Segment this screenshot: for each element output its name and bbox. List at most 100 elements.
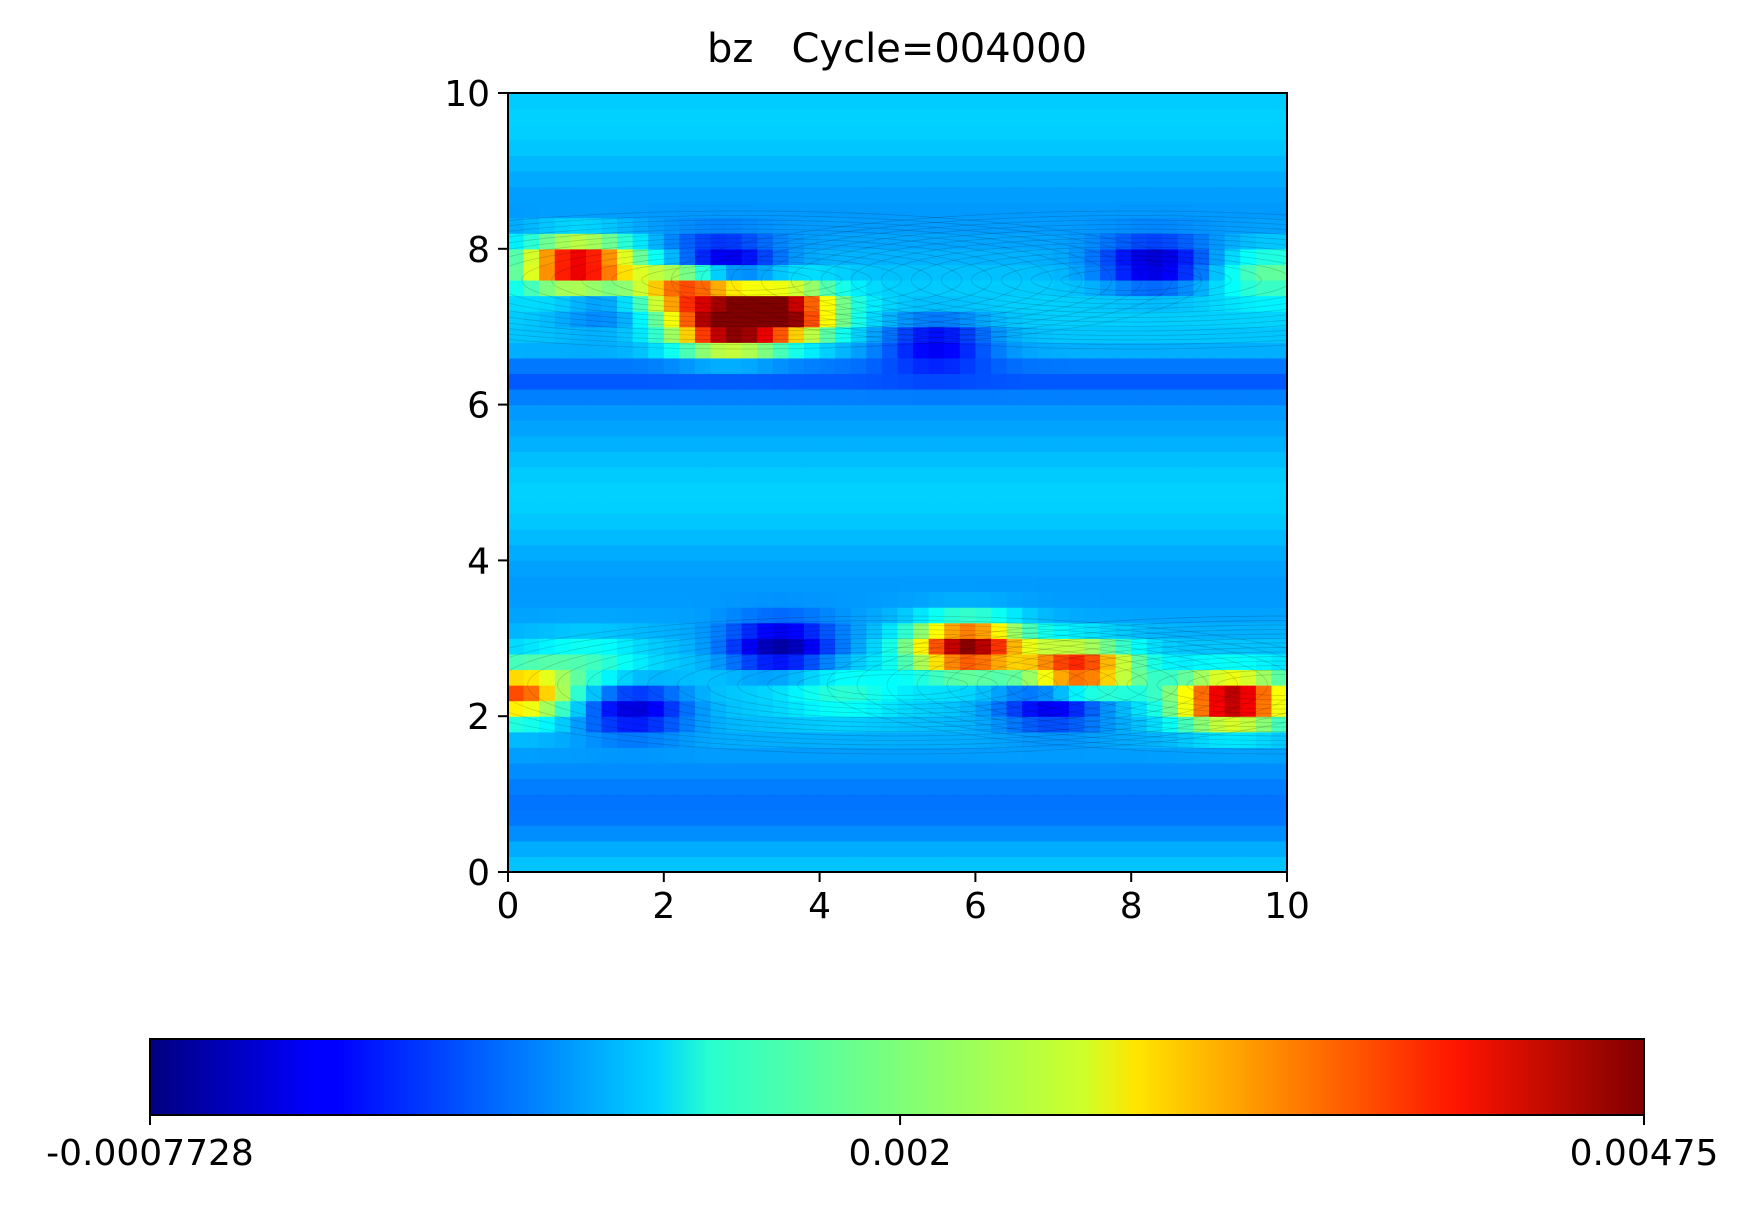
heatmap-cell bbox=[1146, 607, 1163, 624]
heatmap-cell bbox=[881, 108, 899, 125]
heatmap-cell bbox=[1255, 279, 1273, 297]
heatmap-cell bbox=[1240, 513, 1257, 530]
heatmap-cell bbox=[508, 124, 525, 141]
heatmap-cell bbox=[508, 482, 525, 499]
heatmap-cell bbox=[1022, 466, 1039, 484]
heatmap-cell bbox=[944, 326, 961, 343]
heatmap-cell bbox=[1224, 435, 1241, 452]
colorbar-ticks: -0.0007728 0.002 0.00475 bbox=[46, 1115, 1718, 1174]
heatmap-cell bbox=[928, 93, 945, 110]
heatmap-cell bbox=[1115, 451, 1132, 468]
heatmap-cell bbox=[804, 653, 821, 671]
heatmap-cell bbox=[726, 420, 743, 437]
heatmap-cell bbox=[1162, 155, 1179, 172]
heatmap-cell bbox=[959, 451, 976, 468]
heatmap-cell bbox=[1068, 435, 1086, 452]
heatmap-cell bbox=[757, 170, 774, 188]
heatmap-cell bbox=[866, 435, 883, 452]
heatmap-cell bbox=[617, 498, 634, 515]
heatmap-cell bbox=[835, 124, 852, 141]
heatmap-cell bbox=[1100, 747, 1117, 764]
heatmap-cell bbox=[1209, 731, 1226, 748]
heatmap-cell bbox=[601, 217, 618, 234]
heatmap-cell bbox=[1068, 295, 1086, 312]
heatmap-cell bbox=[913, 560, 930, 577]
heatmap-cell bbox=[1177, 669, 1195, 686]
heatmap-cell bbox=[944, 591, 961, 608]
heatmap-cell bbox=[554, 856, 571, 872]
heatmap-cell bbox=[772, 482, 790, 499]
heatmap-cell bbox=[990, 93, 1008, 110]
heatmap-cell bbox=[1131, 373, 1148, 390]
heatmap-cell bbox=[1209, 155, 1226, 172]
heatmap-cell bbox=[897, 357, 914, 375]
heatmap-cell bbox=[1162, 342, 1179, 359]
heatmap-cell bbox=[1162, 513, 1179, 530]
heatmap-cell bbox=[772, 638, 790, 655]
heatmap-cell bbox=[913, 653, 930, 671]
heatmap-cell bbox=[648, 326, 665, 343]
heatmap-cell bbox=[959, 342, 976, 359]
heatmap-cell bbox=[1224, 778, 1241, 795]
heatmap-cell bbox=[1068, 856, 1086, 872]
heatmap-cell bbox=[648, 716, 665, 733]
heatmap bbox=[508, 93, 1287, 872]
heatmap-cell bbox=[835, 93, 852, 110]
heatmap-cell bbox=[585, 279, 603, 297]
heatmap-cell bbox=[741, 435, 758, 452]
heatmap-cell bbox=[601, 233, 618, 250]
heatmap-cell bbox=[632, 482, 649, 499]
heatmap-cell bbox=[1022, 420, 1039, 437]
heatmap-cell bbox=[601, 202, 618, 219]
heatmap-cell bbox=[975, 731, 992, 748]
contour-line bbox=[508, 237, 1023, 323]
heatmap-cell bbox=[959, 544, 976, 561]
heatmap-cell bbox=[694, 747, 712, 764]
heatmap-cell bbox=[819, 170, 836, 188]
heatmap-cell bbox=[726, 607, 743, 624]
heatmap-cell bbox=[523, 482, 540, 499]
heatmap-cell bbox=[1022, 622, 1039, 639]
heatmap-cell bbox=[1255, 389, 1273, 406]
heatmap-cell bbox=[1146, 264, 1163, 281]
heatmap-cell bbox=[1068, 233, 1086, 250]
heatmap-cell bbox=[944, 342, 961, 359]
heatmap-cell bbox=[928, 108, 945, 125]
contour-line bbox=[508, 224, 1112, 336]
heatmap-cell bbox=[1037, 513, 1054, 530]
heatmap-cell bbox=[1162, 544, 1179, 561]
heatmap-cell bbox=[804, 638, 821, 655]
heatmap-cell bbox=[819, 279, 836, 297]
heatmap-cell bbox=[1162, 560, 1179, 577]
heatmap-cell bbox=[726, 700, 743, 717]
heatmap-cell bbox=[570, 466, 587, 484]
heatmap-cell bbox=[1115, 638, 1132, 655]
heatmap-cell bbox=[1006, 326, 1023, 343]
heatmap-cell bbox=[585, 124, 603, 141]
heatmap-cell bbox=[508, 716, 525, 733]
heatmap-cell bbox=[1037, 389, 1054, 406]
heatmap-cell bbox=[741, 155, 758, 172]
heatmap-cell bbox=[1209, 544, 1226, 561]
heatmap-cell bbox=[1006, 669, 1023, 686]
heatmap-cell bbox=[1068, 389, 1086, 406]
heatmap-cell bbox=[726, 529, 743, 546]
heatmap-cell bbox=[1224, 108, 1241, 125]
heatmap-cell bbox=[1131, 498, 1148, 515]
heatmap-cell bbox=[570, 731, 587, 748]
heatmap-cell bbox=[866, 794, 883, 811]
heatmap-cell bbox=[928, 778, 945, 795]
heatmap-cell bbox=[539, 357, 556, 375]
heatmap-cell bbox=[741, 653, 758, 671]
heatmap-cell bbox=[554, 186, 571, 203]
heatmap-cell bbox=[819, 435, 836, 452]
heatmap-cell bbox=[679, 264, 696, 281]
heatmap-cell bbox=[710, 451, 727, 468]
heatmap-cell bbox=[913, 373, 930, 390]
heatmap-cell bbox=[726, 404, 743, 421]
heatmap-cell bbox=[1131, 295, 1148, 312]
heatmap-cell bbox=[1131, 357, 1148, 375]
heatmap-cell bbox=[570, 482, 587, 499]
heatmap-cell bbox=[1022, 248, 1039, 265]
heatmap-cell bbox=[1162, 669, 1179, 686]
